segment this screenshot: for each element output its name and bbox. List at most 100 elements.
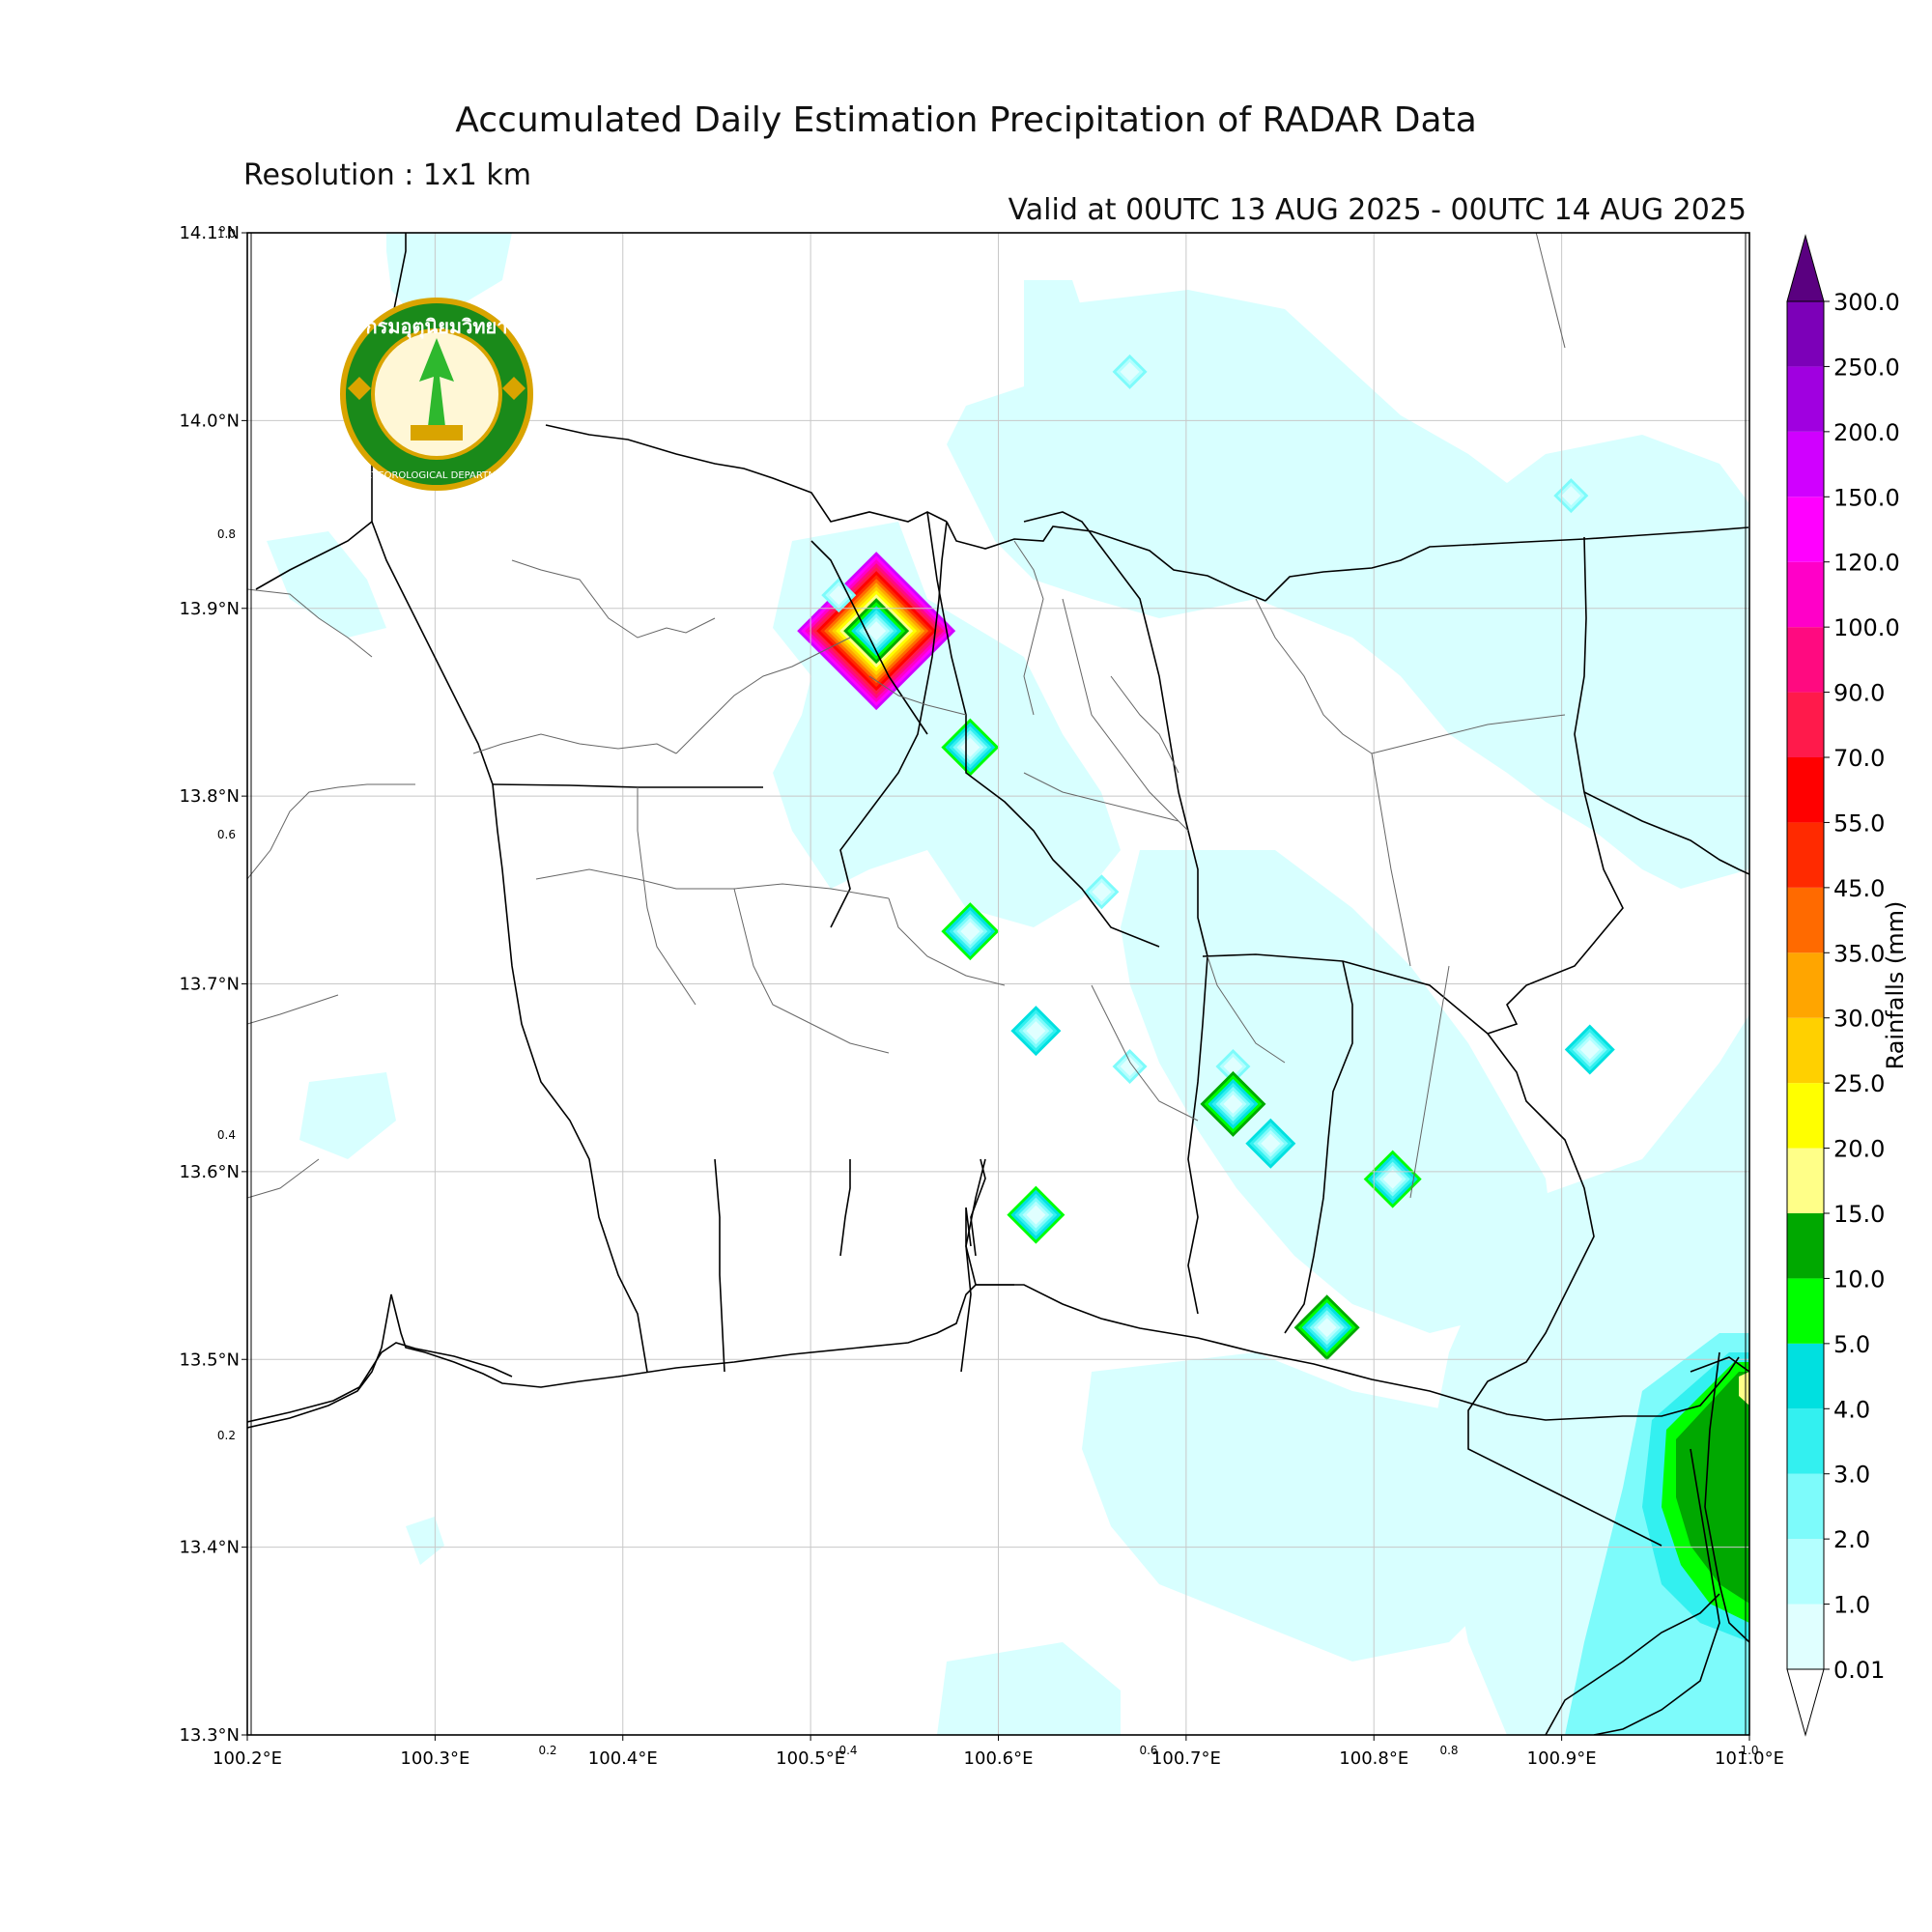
colorbar-tick-label-6: 10.0 [1833,1265,1885,1293]
rain-cell-13 [1564,1024,1615,1075]
valid-time-label: Valid at 00UTC 13 AUG 2025 - 00UTC 14 AU… [1008,193,1747,227]
y-tick-label-3: 13.6°N [179,1162,240,1182]
x-tick-label-0: 100.2°E [213,1748,282,1769]
y-tick-label-8: 14.1°N [179,223,240,243]
y-tick-label-4: 13.7°N [179,975,240,995]
colorbar-tick-label-10: 30.0 [1833,1006,1885,1033]
colorbar-segment-11 [1787,887,1824,953]
x-tick-label-6: 100.8°E [1339,1748,1408,1769]
logo-thai-name: กรมอุตุนิยมวิทยา [366,315,508,339]
logo-english-name: METEOROLOGICAL DEPARTMENT [357,470,516,481]
colorbar-tick-label-11: 35.0 [1833,940,1885,967]
rain-cell-15 [1553,478,1589,514]
map-title: Accumulated Daily Estimation Precipitati… [455,100,1477,140]
colorbar-tick-label-0: 0.01 [1833,1657,1885,1684]
resolution-label: Resolution : 1x1 km [243,158,531,192]
colorbar-tick-label-16: 100.0 [1833,614,1900,641]
colorbar-tick-label-2: 2.0 [1833,1526,1870,1553]
rain-cell-6 [1112,1049,1148,1085]
rain-cell-9 [1245,1118,1296,1169]
district-boundaries [247,233,1566,1199]
y-tick-label-1: 13.4°N [179,1538,240,1558]
colorbar-segment-0 [1787,1604,1824,1669]
colorbar-tick-label-14: 70.0 [1833,745,1885,772]
y-secondary-label-0: 0.2 [217,1429,236,1442]
colorbar-outline [1786,300,1825,1670]
rain-cell-3 [941,902,1000,961]
colorbar-segment-10 [1787,952,1824,1018]
rain-cell-14 [1112,354,1148,389]
colorbar-tick-label-12: 45.0 [1833,875,1885,902]
colorbar-under-triangle [1786,1668,1825,1737]
y-tick-label-2: 13.5°N [179,1350,240,1370]
colorbar-tick-label-21: 300.0 [1833,289,1900,316]
colorbar-tick-label-5: 5.0 [1833,1331,1870,1358]
colorbar-segment-12 [1787,822,1824,888]
colorbar-segment-4 [1787,1343,1824,1409]
colorbar-segment-5 [1787,1278,1824,1344]
rain-cell-4 [1084,874,1120,910]
x-tick-label-1: 100.3°E [400,1748,469,1769]
deity-figure-icon [419,338,454,435]
x-tick-label-7: 100.9°E [1527,1748,1597,1769]
y-tick-label-7: 14.0°N [179,411,240,431]
rain-cell-7 [1215,1049,1251,1085]
colorbar-segment-1 [1787,1539,1824,1605]
colorbar-segment-14 [1787,692,1824,757]
y-tick-label-6: 13.9°N [179,599,240,619]
x-tick-label-3: 100.5°E [776,1748,845,1769]
y-secondary-label-1: 0.4 [217,1128,236,1142]
coastline [247,1158,1740,1735]
colorbar-segment-18 [1787,431,1824,497]
colorbar-segment-17 [1787,497,1824,562]
y-secondary-label-2: 0.6 [217,828,236,841]
colorbar-tick-label-4: 4.0 [1833,1396,1870,1423]
x-secondary-label-2: 0.6 [1139,1744,1157,1757]
colorbar-segment-7 [1787,1148,1824,1213]
x-secondary-label-3: 0.8 [1439,1744,1458,1757]
colorbar-segment-20 [1787,301,1824,367]
rain-cell-5 [1010,1006,1062,1057]
colorbar-over-triangle [1786,234,1825,302]
rain-cell-10 [1007,1185,1065,1244]
x-tick-label-2: 100.4°E [588,1748,658,1769]
x-secondary-label-1: 0.4 [838,1744,857,1757]
colorbar-segment-8 [1787,1083,1824,1149]
y-tick-label-5: 13.8°N [179,786,240,807]
colorbar-tick-label-3: 3.0 [1833,1462,1870,1489]
x-secondary-label-4: 1.0 [1740,1744,1758,1757]
colorbar-segment-9 [1787,1017,1824,1084]
y-secondary-label-3: 0.8 [217,527,236,541]
colorbar-tick-label-20: 250.0 [1833,354,1900,381]
tmd-logo: กรมอุตุนิยมวิทยา METEOROLOGICAL DEPARTME… [340,298,533,491]
colorbar-tick-label-17: 120.0 [1833,550,1900,577]
rain-cell-12 [1293,1294,1360,1361]
colorbar-segment-3 [1787,1408,1824,1474]
x-tick-label-8: 101.0°E [1715,1748,1784,1769]
colorbar-label: Rainfalls (mm) [1882,901,1909,1070]
x-secondary-label-0: 0.2 [538,1744,556,1757]
colorbar-tick-label-13: 55.0 [1833,810,1885,837]
colorbar-segment-13 [1787,757,1824,823]
colorbar-segment-2 [1787,1473,1824,1540]
colorbar-tick-label-18: 150.0 [1833,484,1900,511]
province-boundaries [255,233,1749,1735]
colorbar: 0.01 1.0 2.0 3.0 4.0 5.0 10.0 15.0 20.0 25.0 30.0 3… [1786,234,1900,1737]
y-tick-label-0: 13.3°N [179,1725,240,1746]
colorbar-segment-15 [1787,627,1824,693]
colorbar-tick-label-15: 90.0 [1833,680,1885,707]
colorbar-tick-label-8: 20.0 [1833,1136,1885,1163]
colorbar-tick-label-19: 200.0 [1833,419,1900,446]
rain-cell-8 [1200,1070,1266,1137]
rain-cell-11 [1363,1150,1422,1208]
colorbar-tick-label-9: 25.0 [1833,1070,1885,1097]
y-secondary-label-4: 1.0 [217,227,236,241]
colorbar-tick-label-1: 1.0 [1833,1592,1870,1619]
axis-tick-labels: 100.2°E 100.3°E 100.4°E 100.5°E 100.6°E 100.7… [179,223,1784,1769]
x-tick-label-5: 100.7°E [1151,1748,1221,1769]
colorbar-segment-6 [1787,1213,1824,1279]
x-tick-label-4: 100.6°E [964,1748,1034,1769]
colorbar-segment-16 [1787,561,1824,628]
colorbar-segment-19 [1787,366,1824,432]
